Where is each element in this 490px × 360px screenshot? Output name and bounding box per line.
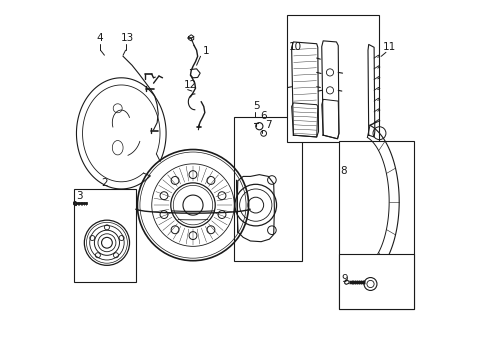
Text: 1: 1 [203, 46, 209, 55]
Bar [339, 253, 414, 309]
Text: 7: 7 [265, 120, 272, 130]
Text: 4: 4 [96, 33, 103, 43]
Text: 2: 2 [101, 178, 108, 188]
Text: 12: 12 [183, 80, 196, 90]
Text: 11: 11 [383, 42, 396, 51]
Polygon shape [344, 280, 349, 284]
Text: 3: 3 [76, 191, 83, 201]
Text: 6: 6 [260, 111, 267, 121]
Text: 5: 5 [254, 101, 260, 111]
Text: 8: 8 [341, 166, 347, 176]
Text: 9: 9 [341, 274, 348, 284]
Bar [339, 140, 414, 309]
Text: 13: 13 [122, 33, 135, 43]
Bar [234, 117, 302, 261]
Text: 10: 10 [289, 42, 302, 51]
Bar [74, 189, 136, 282]
Bar [287, 15, 379, 142]
